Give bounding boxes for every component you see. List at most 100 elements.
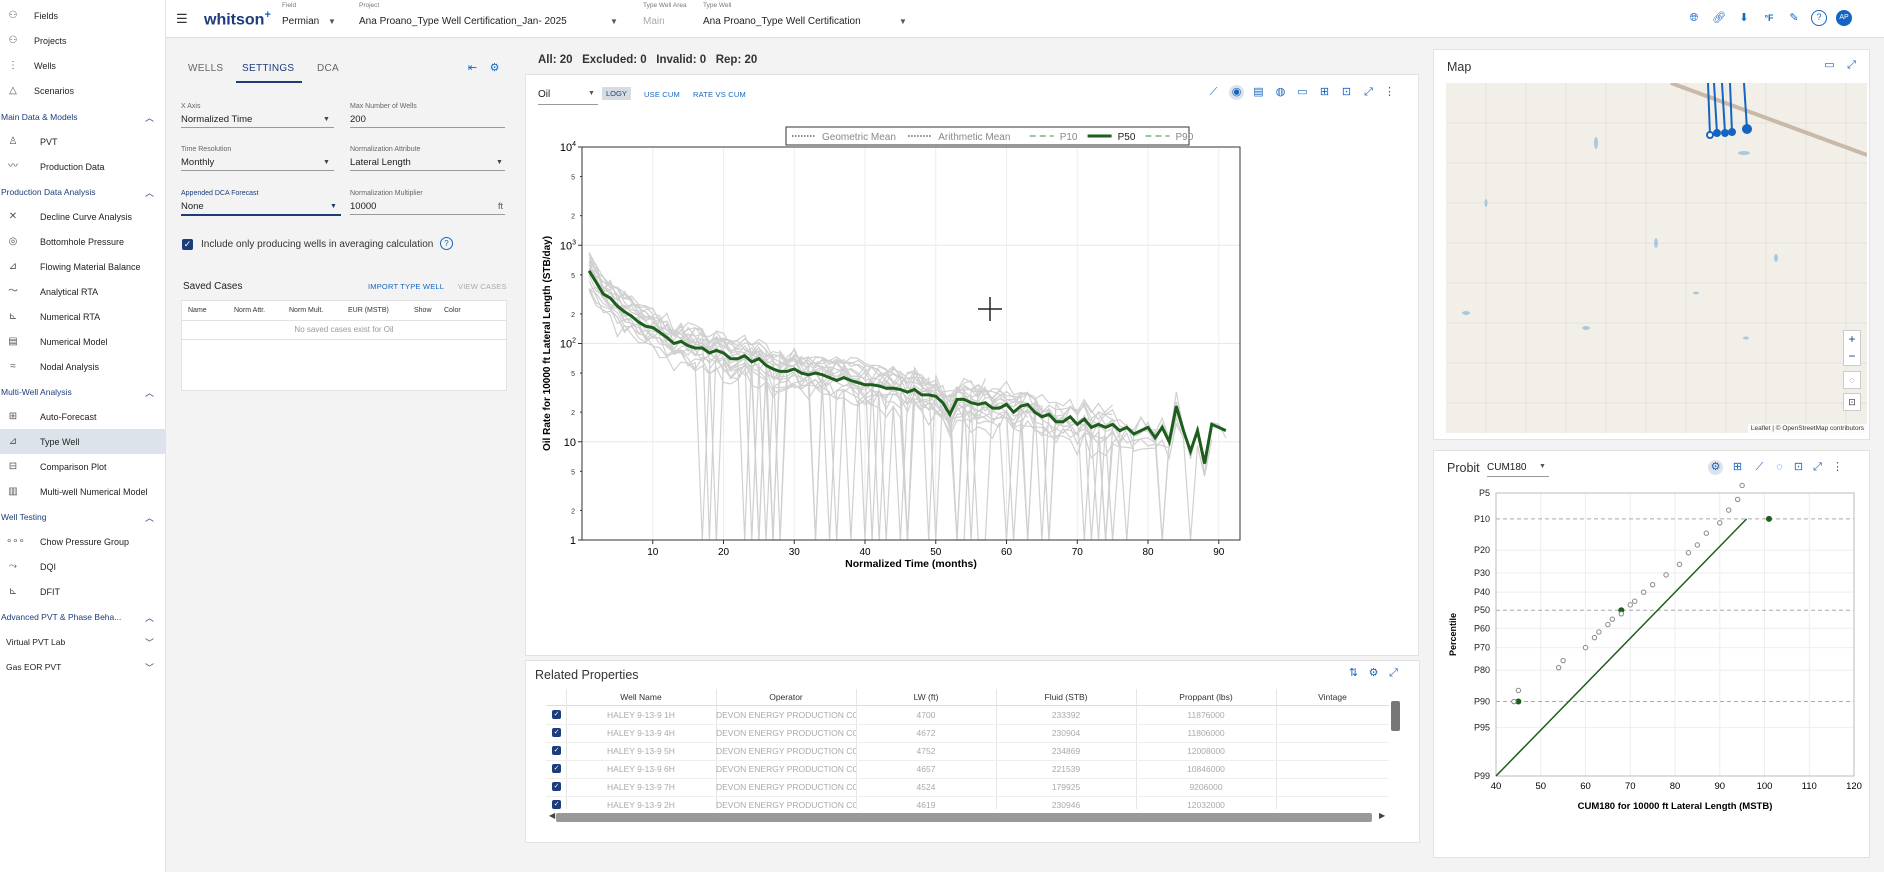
feedback-icon[interactable]: ✎: [1789, 12, 1799, 24]
xaxis-select[interactable]: Normalized Time: [181, 114, 253, 125]
visibility-off-icon[interactable]: ◉: [1229, 85, 1244, 100]
normattr-select[interactable]: Lateral Length: [350, 157, 411, 168]
help-icon[interactable]: ?: [440, 237, 453, 250]
more-icon[interactable]: ⋮: [1384, 86, 1395, 98]
row-checkbox[interactable]: ✓: [552, 728, 561, 737]
scroll-left-icon[interactable]: ◀: [549, 811, 556, 820]
caret-down-icon[interactable]: ▼: [899, 17, 907, 26]
select-box-icon[interactable]: ⊡: [1843, 393, 1861, 411]
avatar[interactable]: AP: [1836, 10, 1852, 26]
table-row[interactable]: ✓ HALEY 9-13-9 2H DEVON ENERGY PRODUCTION …: [546, 797, 1389, 809]
column-header[interactable]: Operator: [769, 692, 803, 702]
section-well-testing[interactable]: Well Testing ︿: [1, 512, 154, 523]
table-row[interactable]: ✓ HALEY 9-13-9 6H DEVON ENERGY PRODUCTION …: [546, 761, 1389, 779]
caret-down-icon[interactable]: ▼: [1539, 463, 1546, 470]
map-canvas[interactable]: + − ◌ ⊡ Leaflet | © OpenStreetMap contri…: [1446, 83, 1867, 433]
table-row[interactable]: ✓ HALEY 9-13-9 7H DEVON ENERGY PRODUCTION …: [546, 779, 1389, 797]
import-type-well-button[interactable]: IMPORT TYPE WELL: [368, 282, 445, 291]
caret-down-icon[interactable]: ▼: [328, 17, 336, 26]
caret-down-icon[interactable]: ▼: [323, 116, 330, 123]
column-header[interactable]: Proppant (lbs): [1179, 692, 1233, 702]
row-checkbox[interactable]: ✓: [552, 782, 561, 791]
normmult-input[interactable]: 10000: [350, 201, 377, 212]
view-cases-button[interactable]: VIEW CASES: [458, 282, 507, 291]
sidebar-item-dqi[interactable]: ⤳ DQI: [0, 554, 166, 579]
map-svg[interactable]: [1446, 83, 1867, 433]
tune-icon[interactable]: ⚙︎: [1708, 460, 1723, 475]
notes-icon[interactable]: ▤: [1253, 86, 1264, 98]
sidebar-item-projects[interactable]: ⚇ Projects: [0, 28, 166, 53]
collapse-left-icon[interactable]: ⇤: [467, 62, 478, 74]
vertical-scrollbar[interactable]: [1391, 701, 1400, 731]
row-checkbox[interactable]: ✓: [552, 746, 561, 755]
column-header[interactable]: Vintage: [1318, 692, 1347, 702]
dca-select[interactable]: None: [181, 201, 204, 212]
row-checkbox[interactable]: ✓: [552, 710, 561, 719]
row-checkbox[interactable]: ✓: [552, 800, 561, 809]
sidebar-item-fields[interactable]: ⚇ Fields: [0, 3, 166, 28]
legend-icon[interactable]: ▭: [1297, 86, 1308, 98]
map-wells[interactable]: [1706, 83, 1752, 139]
unit-icon[interactable]: °F: [1764, 13, 1774, 23]
caret-down-icon[interactable]: ▼: [323, 159, 330, 166]
timeres-select[interactable]: Monthly: [181, 157, 215, 168]
table-row[interactable]: ✓ HALEY 9-13-9 5H DEVON ENERGY PRODUCTION …: [546, 743, 1389, 761]
zoom-out-button[interactable]: −: [1848, 349, 1856, 363]
lasso-icon[interactable]: ◌: [1843, 371, 1861, 389]
project-select[interactable]: Ana Proano_Type Well Certification_Jan- …: [359, 16, 567, 27]
table-icon[interactable]: ⊞: [1732, 461, 1743, 473]
download-icon[interactable]: ⬇: [1739, 12, 1749, 24]
line-tool-icon[interactable]: ⟋: [1209, 86, 1218, 98]
caret-down-icon[interactable]: ▼: [496, 159, 503, 166]
link-icon[interactable]: 🔗︎: [1712, 12, 1726, 24]
globe-icon[interactable]: 🌐︎: [1689, 12, 1699, 24]
layers-icon[interactable]: ▭: [1824, 59, 1835, 71]
field-select[interactable]: Permian: [282, 16, 320, 27]
sidebar-item-fmb[interactable]: ⊿ Flowing Material Balance: [0, 254, 166, 279]
section-multi-well-analysis[interactable]: Multi-Well Analysis ︿: [1, 387, 154, 398]
table-row[interactable]: ✓ HALEY 9-13-9 4H DEVON ENERGY PRODUCTION …: [546, 725, 1389, 743]
palette-icon[interactable]: ◍: [1275, 86, 1286, 98]
rate-vs-cum-toggle[interactable]: RATE VS CUM: [693, 90, 746, 99]
sidebar-item-numerical-model[interactable]: ▤ Numerical Model: [0, 329, 166, 354]
section-production-data-analysis[interactable]: Production Data Analysis ︿: [1, 187, 154, 198]
caret-down-icon[interactable]: ▼: [610, 17, 618, 26]
sidebar-item-nodal-analysis[interactable]: ≈ Nodal Analysis: [0, 354, 166, 379]
fluid-select[interactable]: Oil: [538, 89, 551, 100]
sidebar-item-auto-forecast[interactable]: ⊞ Auto-Forecast: [0, 404, 166, 429]
sidebar-item-bhp[interactable]: ◎ Bottomhole Pressure: [0, 229, 166, 254]
caret-down-icon[interactable]: ▼: [588, 90, 595, 97]
sidebar-item-type-well[interactable]: ⊿ Type Well: [0, 429, 166, 454]
help-icon[interactable]: ?: [1811, 10, 1827, 26]
fullscreen-icon[interactable]: ⤢: [1364, 86, 1373, 98]
scroll-right-icon[interactable]: ▶: [1379, 811, 1386, 820]
table-row[interactable]: ✓ HALEY 9-13-9 1H DEVON ENERGY PRODUCTION …: [546, 707, 1389, 725]
table-icon[interactable]: ⊞: [1319, 86, 1330, 98]
sort-icon[interactable]: ⇅: [1348, 667, 1359, 679]
sidebar-item-numerical-rta[interactable]: ⊾ Numerical RTA: [0, 304, 166, 329]
sidebar-item-wells[interactable]: ⋮ Wells: [8, 59, 56, 71]
producing-wells-checkbox[interactable]: ✓: [182, 239, 193, 250]
tab-wells[interactable]: WELLS: [188, 63, 224, 74]
tab-settings[interactable]: SETTINGS: [242, 63, 295, 74]
sidebar-item-analytical-rta[interactable]: 〜 Analytical RTA: [8, 285, 99, 297]
fit-screen-icon[interactable]: ⊡: [1793, 461, 1804, 473]
type-well-chart[interactable]: 1 2 5 10 2 5 102 2 5 103 2 5 104 10 20 30 40 50 60 70 80 90 No…: [526, 75, 1420, 662]
more-icon[interactable]: ⋮: [1832, 461, 1843, 473]
typewell-select[interactable]: Ana Proano_Type Well Certification: [703, 16, 861, 27]
section-advanced-pvt[interactable]: Advanced PVT & Phase Beha... ︿: [1, 612, 154, 623]
fullscreen-icon[interactable]: ⤢: [1389, 667, 1398, 679]
sidebar-item-production-data[interactable]: 〰 Production Data: [8, 160, 105, 172]
line-tool-icon[interactable]: ⟋: [1755, 461, 1764, 473]
sidebar-item-chow[interactable]: ∘∘∘ Chow Pressure Group: [6, 535, 130, 547]
menu-icon[interactable]: ☰: [176, 11, 188, 26]
column-header[interactable]: Well Name: [620, 692, 662, 702]
use-cum-toggle[interactable]: USE CUM: [644, 90, 680, 99]
caret-down-icon[interactable]: ▼: [330, 203, 337, 210]
sidebar-item-multiwell-model[interactable]: ▥ Multi-well Numerical Model: [0, 479, 166, 504]
tune-icon[interactable]: ⚙︎: [489, 62, 500, 74]
maxwells-input[interactable]: 200: [350, 114, 366, 125]
horizontal-scrollbar[interactable]: [556, 813, 1372, 822]
